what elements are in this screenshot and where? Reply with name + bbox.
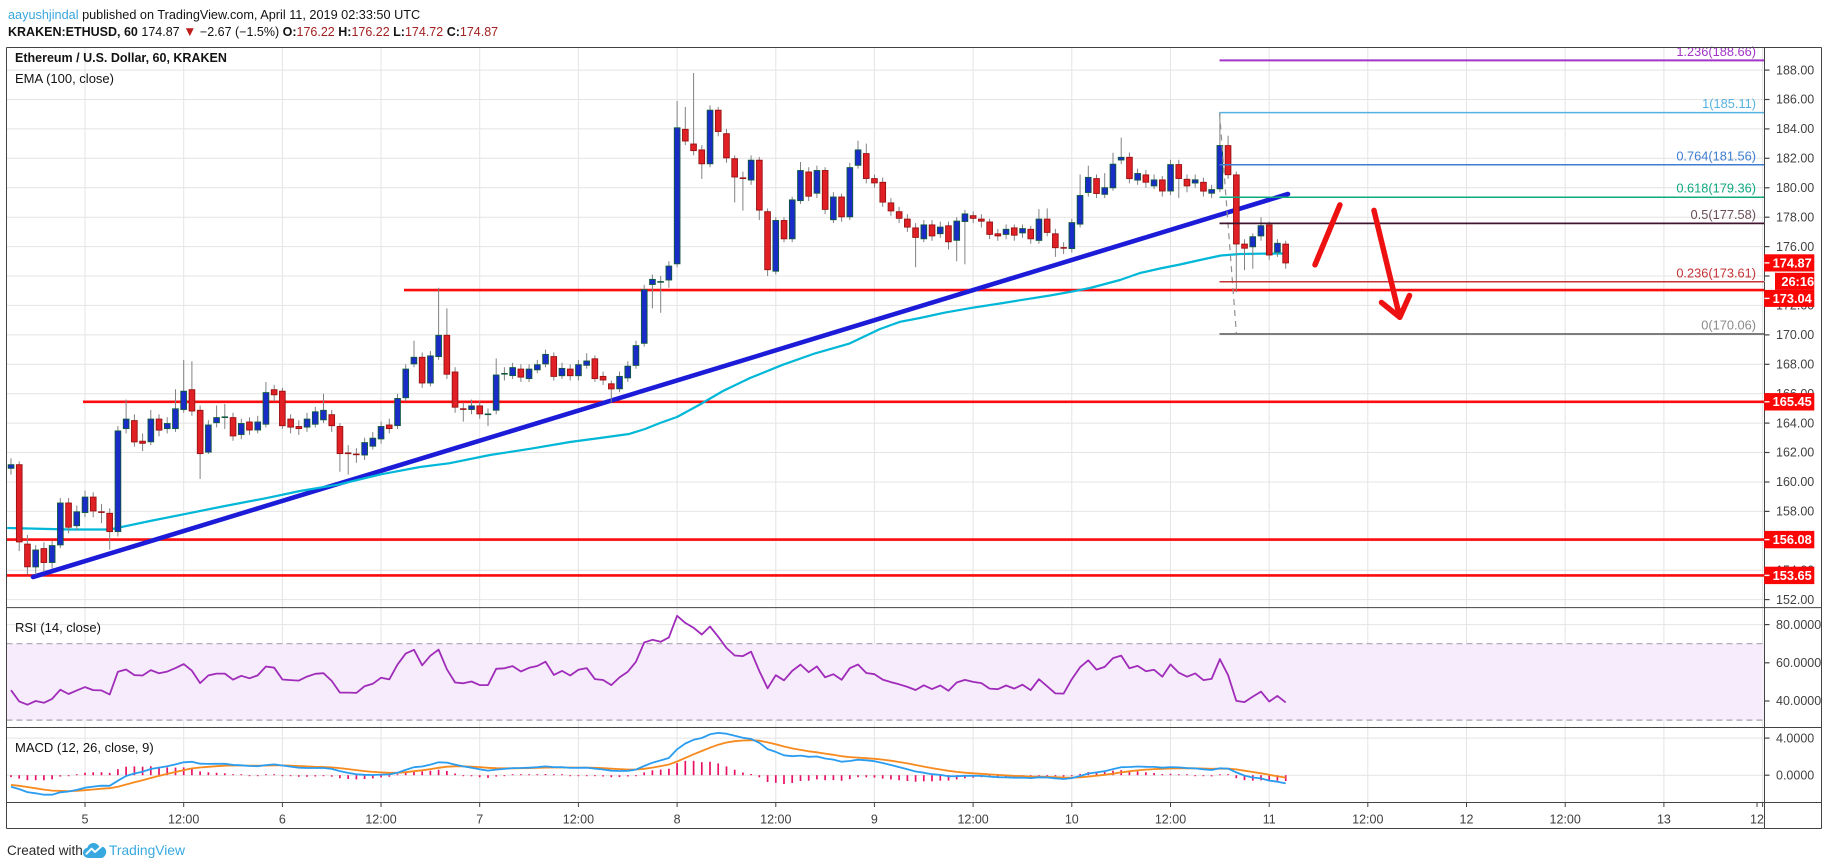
svg-text:180.00: 180.00 xyxy=(1776,181,1814,195)
svg-text:12:00: 12:00 xyxy=(1550,813,1581,827)
svg-text:0.236(173.61): 0.236(173.61) xyxy=(1676,265,1756,280)
svg-text:182.00: 182.00 xyxy=(1776,152,1814,166)
svg-text:MACD (12, 26, close, 9): MACD (12, 26, close, 9) xyxy=(15,740,154,755)
svg-text:168.00: 168.00 xyxy=(1776,358,1814,372)
svg-text:173.04: 173.04 xyxy=(1773,291,1813,306)
svg-text:0.764(181.56): 0.764(181.56) xyxy=(1676,148,1756,163)
svg-text:158.00: 158.00 xyxy=(1776,505,1814,519)
svg-text:Ethereum / U.S. Dollar, 60, KR: Ethereum / U.S. Dollar, 60, KRAKEN xyxy=(15,51,227,65)
svg-text:6: 6 xyxy=(279,813,286,827)
svg-text:60.0000: 60.0000 xyxy=(1776,656,1821,670)
svg-text:KRAKEN:ETHUSD, 60 174.87 ▼ −2: KRAKEN:ETHUSD, 60 174.87 ▼ −2.67 (−1.5%)… xyxy=(8,24,498,39)
svg-text:1.236(188.66): 1.236(188.66) xyxy=(1676,44,1756,59)
svg-text:aayushjindal published on Trad: aayushjindal published on TradingView.co… xyxy=(8,8,420,22)
svg-text:9: 9 xyxy=(871,813,878,827)
svg-text:12:00: 12:00 xyxy=(760,813,791,827)
svg-text:12:00: 12:00 xyxy=(365,813,396,827)
svg-text:152.00: 152.00 xyxy=(1776,593,1814,607)
svg-text:186.00: 186.00 xyxy=(1776,93,1814,107)
svg-text:164.00: 164.00 xyxy=(1776,416,1814,430)
svg-text:26:16: 26:16 xyxy=(1781,274,1814,289)
svg-text:12:00: 12:00 xyxy=(1352,813,1383,827)
svg-text:80.0000: 80.0000 xyxy=(1776,618,1821,632)
svg-text:12:00: 12:00 xyxy=(563,813,594,827)
svg-text:153.65: 153.65 xyxy=(1773,568,1812,583)
svg-text:162.00: 162.00 xyxy=(1776,446,1814,460)
svg-text:1(185.11): 1(185.11) xyxy=(1702,96,1756,111)
svg-text:0.618(179.36): 0.618(179.36) xyxy=(1676,181,1756,196)
svg-text:174.87: 174.87 xyxy=(1773,255,1812,270)
svg-text:0.0000: 0.0000 xyxy=(1776,768,1814,782)
svg-text:184.00: 184.00 xyxy=(1776,122,1814,136)
svg-text:12:00: 12:00 xyxy=(1155,813,1186,827)
svg-text:7: 7 xyxy=(476,813,483,827)
svg-text:10: 10 xyxy=(1065,813,1079,827)
svg-text:0.5(177.58): 0.5(177.58) xyxy=(1691,207,1756,222)
svg-text:156.08: 156.08 xyxy=(1773,532,1812,547)
svg-text:12:00: 12:00 xyxy=(957,813,988,827)
svg-text:12: 12 xyxy=(1750,813,1764,827)
svg-text:178.00: 178.00 xyxy=(1776,210,1814,224)
svg-text:8: 8 xyxy=(674,813,681,827)
svg-text:40.0000: 40.0000 xyxy=(1776,694,1821,708)
svg-text:11: 11 xyxy=(1263,813,1276,827)
svg-text:170.00: 170.00 xyxy=(1776,328,1814,342)
svg-text:188.00: 188.00 xyxy=(1776,63,1814,77)
svg-text:165.45: 165.45 xyxy=(1773,394,1812,409)
svg-text:12: 12 xyxy=(1460,813,1474,827)
svg-text:EMA (100, close): EMA (100, close) xyxy=(15,71,114,86)
svg-text:Created with: Created with xyxy=(7,843,83,858)
svg-text:TradingView: TradingView xyxy=(109,843,185,858)
svg-text:RSI (14, close): RSI (14, close) xyxy=(15,620,101,635)
svg-text:4.0000: 4.0000 xyxy=(1776,731,1814,745)
svg-text:0(170.06): 0(170.06) xyxy=(1701,318,1756,333)
svg-text:13: 13 xyxy=(1657,813,1671,827)
svg-text:176.00: 176.00 xyxy=(1776,240,1814,254)
svg-text:5: 5 xyxy=(82,813,89,827)
svg-text:160.00: 160.00 xyxy=(1776,475,1814,489)
svg-text:12:00: 12:00 xyxy=(168,813,199,827)
